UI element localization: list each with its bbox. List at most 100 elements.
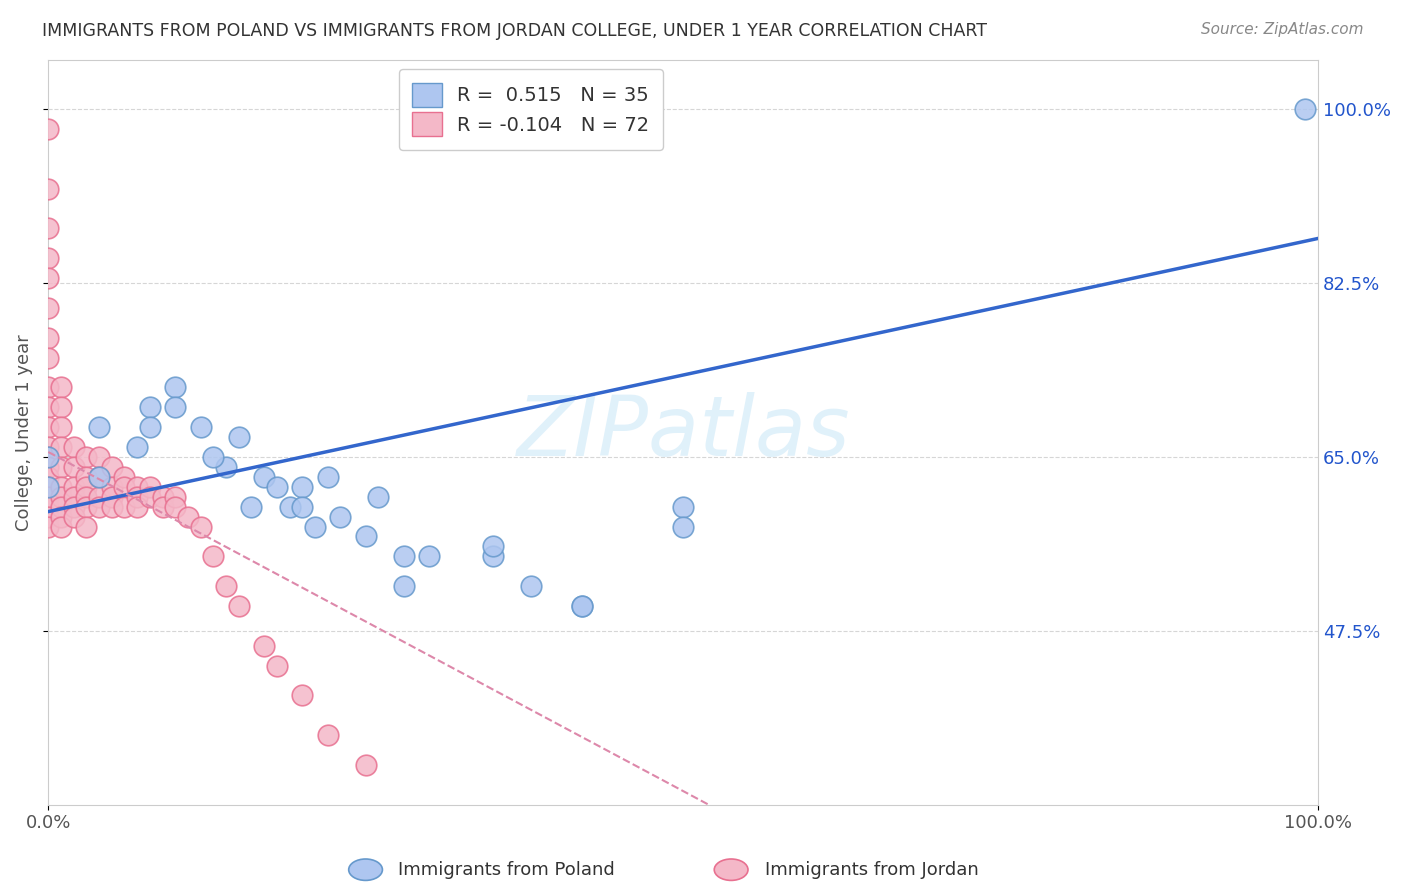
Point	[37, 500, 59, 514]
Point	[316, 728, 339, 742]
Point	[1294, 103, 1316, 117]
Point	[49, 420, 72, 434]
Point	[49, 459, 72, 474]
Point	[392, 579, 415, 593]
Point	[87, 450, 110, 464]
Point	[481, 540, 503, 554]
Point	[228, 599, 250, 613]
Point	[202, 549, 225, 564]
Point	[127, 490, 149, 504]
Point	[49, 401, 72, 415]
Point	[37, 351, 59, 365]
Point	[215, 459, 238, 474]
Point	[316, 470, 339, 484]
Point	[37, 252, 59, 266]
Point	[62, 459, 84, 474]
Point	[100, 480, 122, 494]
Point	[62, 440, 84, 454]
Point	[37, 450, 59, 464]
Y-axis label: College, Under 1 year: College, Under 1 year	[15, 334, 32, 531]
Point	[49, 380, 72, 394]
Point	[37, 380, 59, 394]
Point	[37, 519, 59, 533]
Point	[87, 420, 110, 434]
Point	[37, 271, 59, 285]
Point	[75, 500, 97, 514]
Point	[177, 509, 200, 524]
Point	[139, 420, 162, 434]
Point	[291, 689, 314, 703]
Point	[37, 301, 59, 315]
Point	[62, 490, 84, 504]
Point	[202, 450, 225, 464]
Point	[571, 599, 593, 613]
Point	[392, 549, 415, 564]
Point	[37, 182, 59, 196]
Text: Source: ZipAtlas.com: Source: ZipAtlas.com	[1201, 22, 1364, 37]
Point	[62, 500, 84, 514]
Point	[481, 549, 503, 564]
Point	[571, 599, 593, 613]
Point	[139, 401, 162, 415]
Point	[114, 470, 136, 484]
Point	[37, 459, 59, 474]
Point	[139, 490, 162, 504]
Point	[253, 470, 276, 484]
Point	[152, 490, 174, 504]
Point	[127, 440, 149, 454]
Point	[62, 480, 84, 494]
Text: Immigrants from Jordan: Immigrants from Jordan	[765, 861, 979, 879]
Point	[37, 480, 59, 494]
Point	[127, 480, 149, 494]
Point	[37, 490, 59, 504]
Point	[37, 401, 59, 415]
Point	[672, 519, 695, 533]
Point	[215, 579, 238, 593]
Point	[49, 440, 72, 454]
Point	[291, 500, 314, 514]
Point	[37, 450, 59, 464]
Point	[100, 490, 122, 504]
Point	[87, 490, 110, 504]
Point	[127, 500, 149, 514]
Point	[75, 490, 97, 504]
Legend: R =  0.515   N = 35, R = -0.104   N = 72: R = 0.515 N = 35, R = -0.104 N = 72	[399, 70, 662, 150]
Text: ZIPatlas: ZIPatlas	[516, 392, 851, 473]
Point	[49, 490, 72, 504]
Point	[354, 758, 377, 772]
Point	[75, 480, 97, 494]
Point	[291, 480, 314, 494]
Point	[49, 519, 72, 533]
Text: Immigrants from Poland: Immigrants from Poland	[398, 861, 614, 879]
Point	[114, 500, 136, 514]
Point	[240, 500, 263, 514]
Point	[49, 480, 72, 494]
Point	[49, 500, 72, 514]
Point	[165, 380, 187, 394]
Point	[75, 470, 97, 484]
Point	[418, 549, 440, 564]
Point	[253, 639, 276, 653]
Point	[329, 509, 352, 524]
Point	[100, 459, 122, 474]
Point	[165, 490, 187, 504]
Point	[37, 440, 59, 454]
Point	[87, 500, 110, 514]
Point	[228, 430, 250, 444]
Point	[367, 490, 389, 504]
Point	[37, 221, 59, 235]
Point	[139, 480, 162, 494]
Point	[190, 420, 212, 434]
Point	[190, 519, 212, 533]
Point	[152, 500, 174, 514]
Point	[75, 519, 97, 533]
Point	[278, 500, 301, 514]
Point	[37, 331, 59, 345]
Point	[37, 122, 59, 136]
Point	[304, 519, 326, 533]
Point	[165, 500, 187, 514]
Point	[37, 470, 59, 484]
Point	[266, 480, 288, 494]
Point	[520, 579, 543, 593]
Point	[87, 470, 110, 484]
